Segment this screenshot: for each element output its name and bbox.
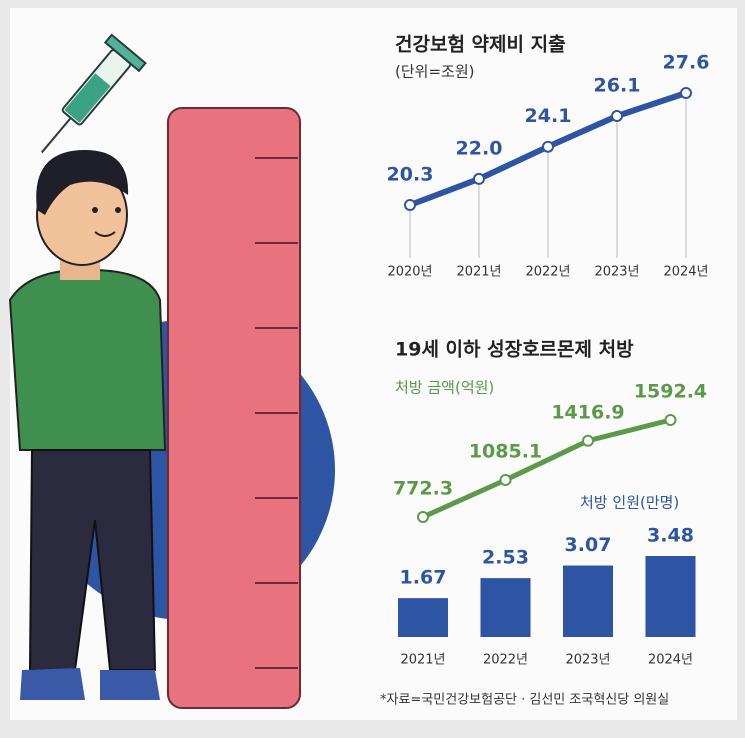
value-label: 20.3 [387,164,434,186]
value-label: 22.0 [456,137,503,159]
point [473,172,485,185]
point [542,140,554,153]
x-tick-label: 2022년 [525,265,570,280]
source-note: *자료=국민건강보험공단 · 김선민 조국혁신당 의원실 [380,693,669,708]
value-label: 2.53 [482,547,529,569]
bar [480,578,531,637]
point [499,474,512,487]
value-label: 1416.9 [551,401,624,423]
point [582,434,594,447]
legend-label: 처방 인원(만명) [580,494,679,512]
point [611,110,623,123]
bar [563,565,613,637]
value-label: 3.07 [565,534,612,556]
chart-title: 19세 이하 성장호르몬제 처방 [395,339,634,361]
value-label: 1.67 [400,567,447,589]
point [417,511,429,523]
x-tick-label: 2021년 [400,653,445,668]
legend-label: 처방 금액(억원) [395,379,494,397]
bar [398,598,448,637]
x-tick-label: 2023년 [565,653,610,668]
chart-title: 건강보험 약제비 지출 [395,34,566,56]
x-tick-label: 2020년 [387,265,432,280]
value-label: 1085.1 [469,441,542,463]
value-label: 24.1 [525,105,572,127]
value-label: 772.3 [393,478,453,500]
line [421,417,672,520]
point [680,87,692,99]
value-label: 1592.4 [634,381,707,403]
value-label: 26.1 [594,75,641,97]
x-tick-label: 2024년 [663,265,708,280]
value-label: 3.48 [647,525,694,547]
point [404,199,416,211]
x-tick-label: 2021년 [456,265,501,280]
bar [645,556,696,637]
point [664,414,677,426]
x-tick-label: 2023년 [594,265,639,280]
value-label: 27.6 [663,52,710,74]
x-tick-label: 2022년 [483,653,528,668]
illustration [8,33,335,709]
chart-subtitle: (단위=조원) [395,63,474,81]
x-tick-label: 2024년 [648,653,693,668]
